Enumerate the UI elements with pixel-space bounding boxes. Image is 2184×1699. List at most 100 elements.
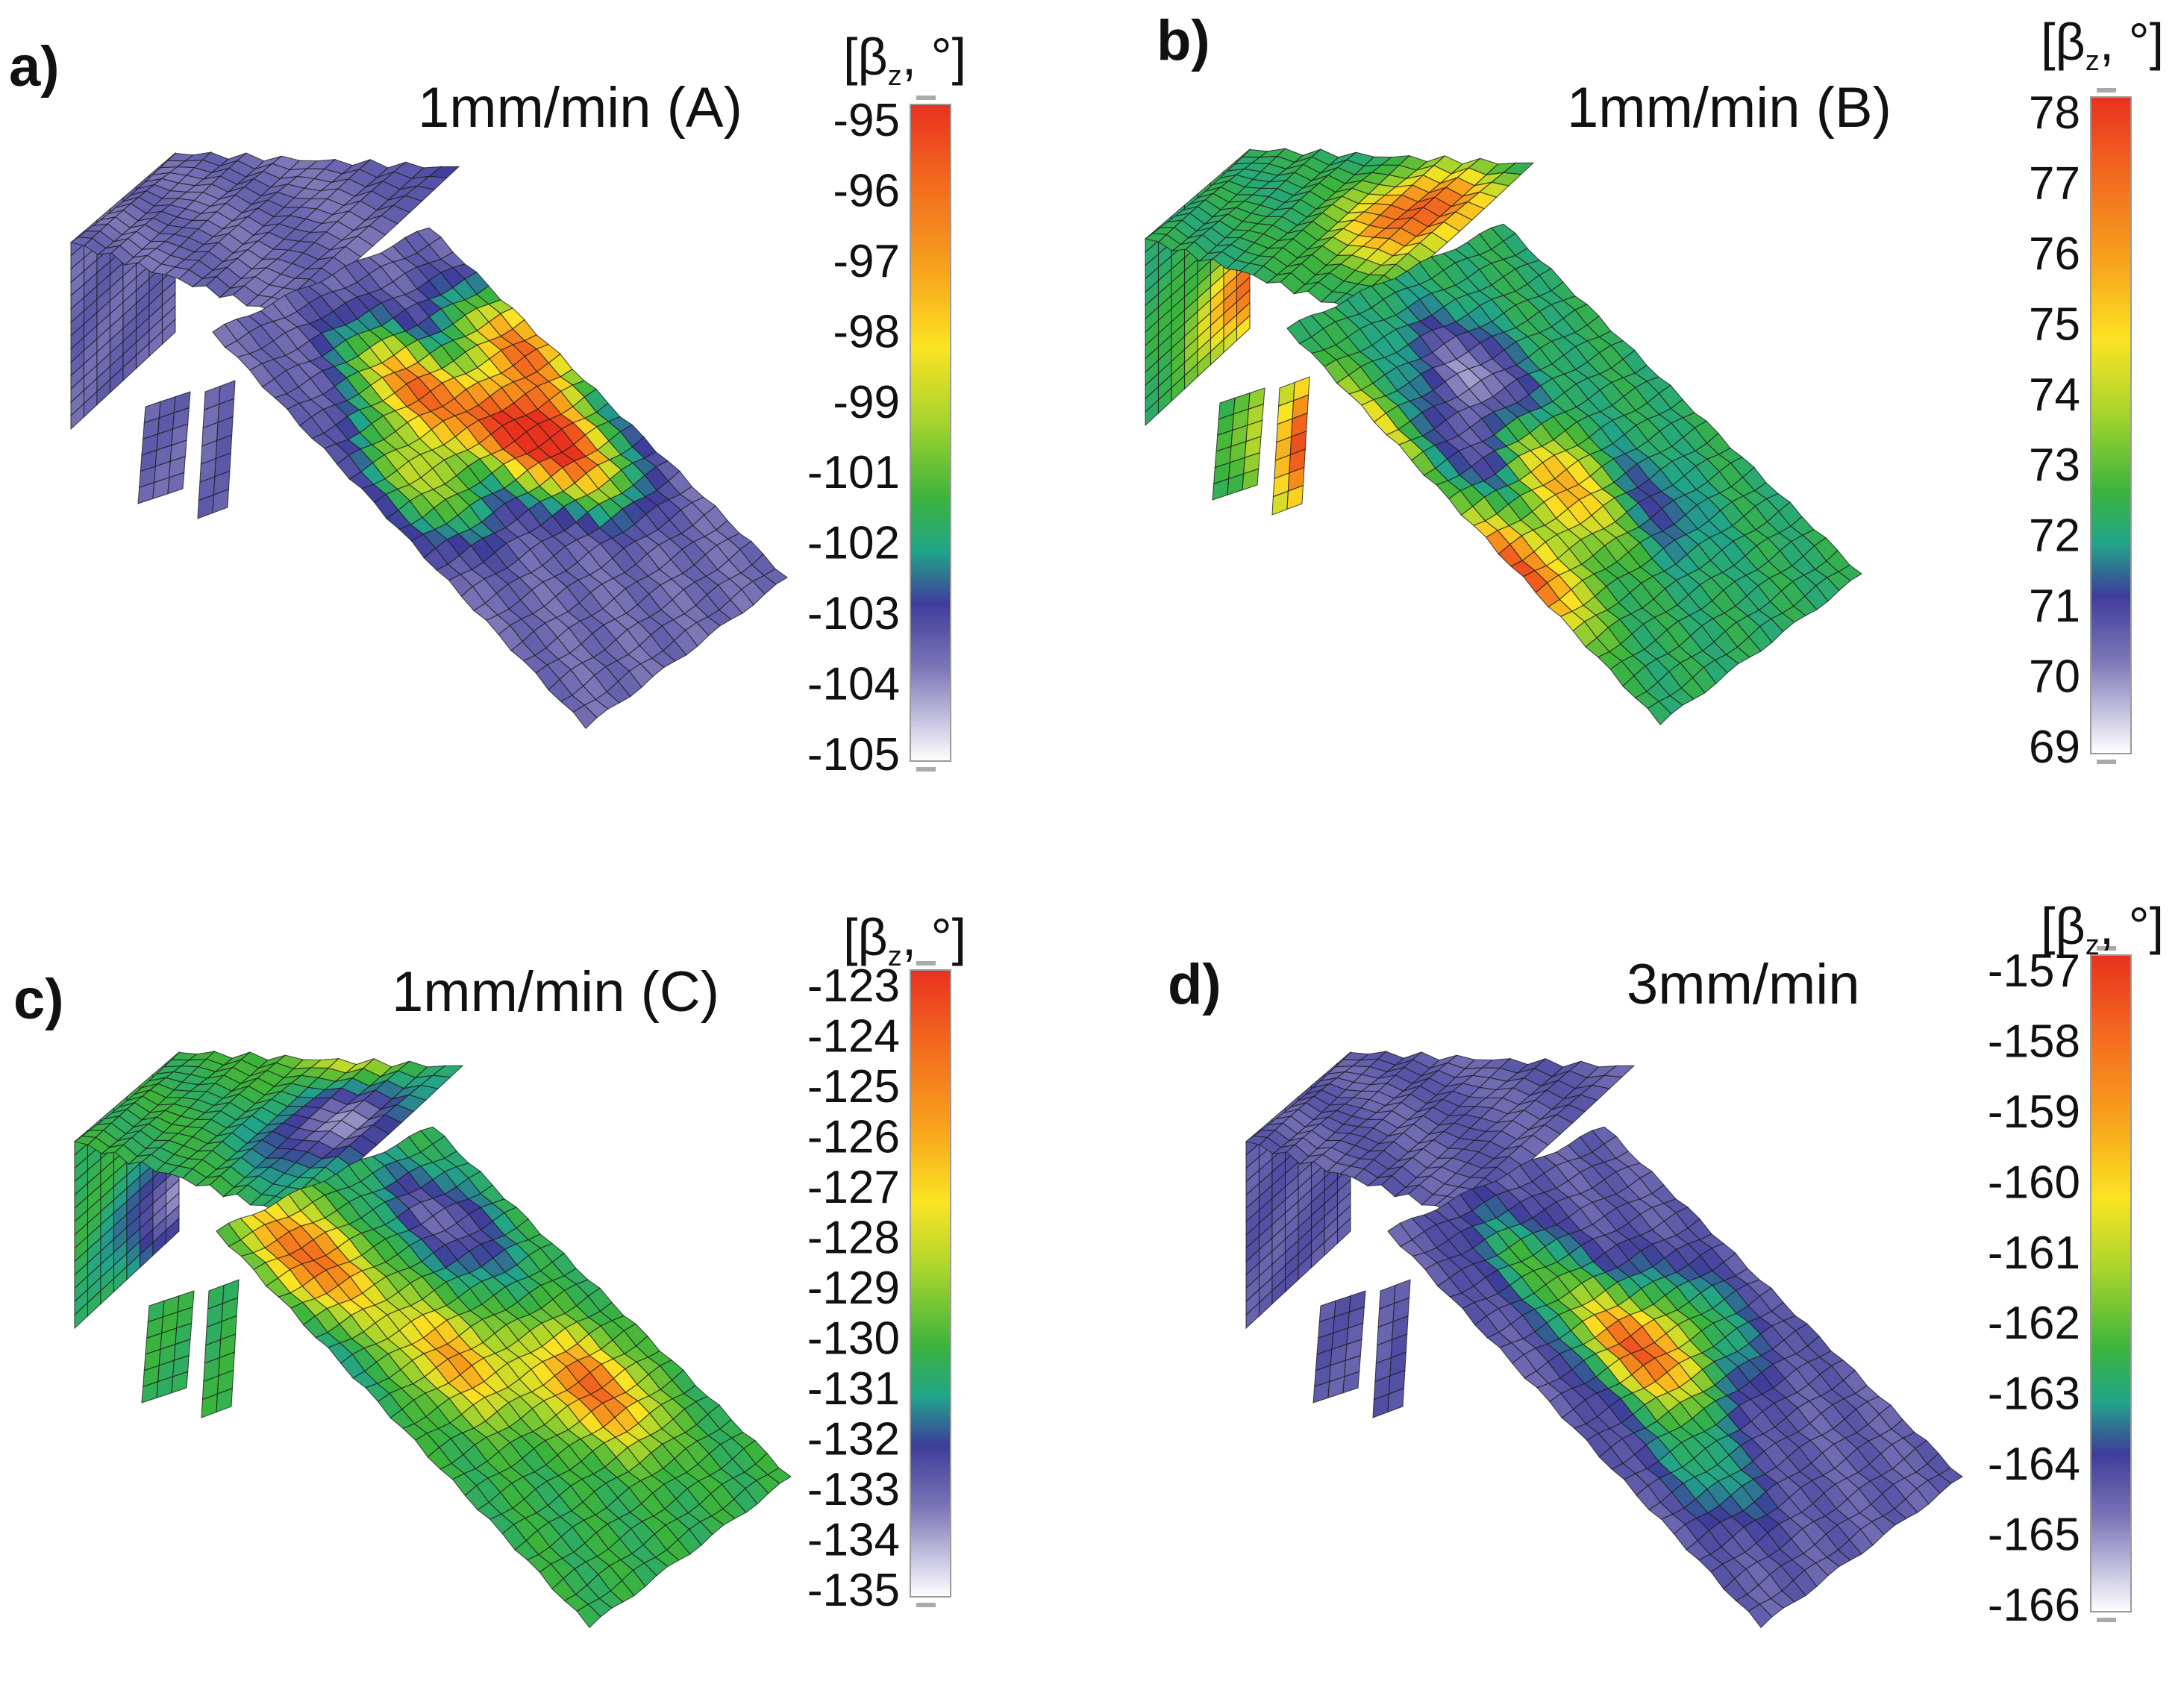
panel-title: 1mm/min (A): [418, 76, 742, 140]
colorbar-tick-label: -163: [1988, 1368, 2080, 1420]
colorbar-title-open: [β: [2041, 897, 2086, 955]
surface-cell: [763, 568, 788, 585]
colorbar-tick-label: -103: [807, 588, 900, 639]
colorbar-tick-label: -128: [807, 1213, 900, 1264]
colorbar-title-subscript: z: [888, 60, 902, 92]
panel-label: d): [1168, 953, 1221, 1016]
colorbar-title-subscript: z: [2086, 930, 2100, 961]
surface-cell: [1603, 1065, 1636, 1078]
colorbar-tick-label: 73: [2029, 439, 2080, 491]
colorbar-gradient: [910, 104, 951, 762]
colorbar-tick-label: -131: [807, 1363, 900, 1415]
panel-title: 3mm/min: [1627, 953, 1859, 1016]
colorbar-tick-label: -159: [1988, 1086, 2080, 1138]
colorbar-bottom-handle: [916, 1603, 936, 1607]
colorbar-tick-label: -157: [1988, 945, 2080, 997]
colorbar-tick-label: -165: [1988, 1509, 2080, 1561]
panel-c: c) 1mm/min (C) -123-124-125-126-127-128-…: [13, 908, 966, 1629]
colorbar-title-close: , °]: [2100, 897, 2164, 955]
colorbar-title-open: [β: [843, 908, 888, 966]
colorbar: -95 -96 -97 -98 -99 -101 -102 -103 -104 -105: [807, 95, 951, 780]
colorbar: 78 77 76 75 74 73 72 71 70 69: [2029, 87, 2132, 773]
panel-label: b): [1157, 9, 1210, 72]
colorbar-tick-label: 74: [2029, 369, 2080, 421]
colorbar-tick-label: 72: [2029, 510, 2080, 562]
colorbar-top-handle: [916, 961, 936, 966]
colorbar-tick-label: -127: [807, 1162, 900, 1213]
colorbar-title: [βz, °]: [843, 28, 966, 92]
colorbar-tick-label: -126: [807, 1112, 900, 1163]
colorbar: -157 -158 -159 -160 -161 -162 -163 -164 -165 -166: [1988, 945, 2132, 1631]
surface-plot: [1245, 1051, 1963, 1629]
surface-plot: [73, 1051, 792, 1629]
colorbar-tick-label: -102: [807, 518, 900, 569]
colorbar-tick-label: -160: [1988, 1157, 2080, 1208]
colorbar-tick-label: -125: [807, 1061, 900, 1113]
colorbar-title-close: , °]: [902, 908, 966, 966]
surface-cell: [1236, 314, 1251, 342]
colorbar-tick-label: -98: [833, 306, 900, 357]
colorbar-tick-label: -161: [1988, 1227, 2080, 1279]
colorbar-tick-label: -164: [1988, 1439, 2080, 1490]
colorbar-tick-label: -158: [1988, 1016, 2080, 1067]
surface-cell: [1336, 1217, 1351, 1245]
surface-cell: [161, 318, 176, 345]
surface-cell: [1939, 1467, 1963, 1484]
colorbar-title-subscript: z: [2086, 46, 2100, 77]
colorbar-tick-label: -166: [1988, 1580, 2080, 1631]
colorbar-tick-label: -129: [807, 1262, 900, 1314]
colorbar-tick-label: -135: [807, 1565, 900, 1616]
panel-d: d) 3mm/min -157-158-159-160-161-162-163-…: [1168, 897, 2164, 1631]
panel-label: c): [13, 968, 64, 1031]
surface-cell: [216, 1387, 233, 1413]
colorbar-top-handle: [2097, 88, 2116, 93]
surface-cell: [431, 1065, 464, 1078]
surface-cell: [167, 472, 185, 495]
surface-cell: [1286, 484, 1304, 510]
colorbar: -123-124-125-126-127-128-129-130-131-132…: [807, 960, 951, 1616]
colorbar-gradient: [2090, 96, 2132, 754]
colorbar-tick-label: -162: [1988, 1298, 2080, 1349]
surface-cell: [171, 1371, 189, 1394]
surface-cell: [1242, 468, 1260, 491]
surface-cell: [212, 488, 229, 514]
surface-cell: [428, 166, 460, 179]
colorbar-tick-label: -99: [833, 377, 900, 428]
surface-cell: [165, 1217, 180, 1245]
colorbar-tick-label: 71: [2029, 581, 2080, 632]
panel-a: a) 1mm/min (A) -95 -96 -97 -98 -99 -101 -102 -1…: [9, 28, 966, 780]
panel-label: a): [9, 35, 60, 98]
colorbar-tick-label: -95: [833, 95, 900, 146]
colorbar-top-handle: [916, 96, 936, 100]
colorbar-gradient: [910, 969, 951, 1598]
panel-b: b) 1mm/min (B) 78 77 76 75 74 73 72 71 70 69 [βz,…: [1144, 9, 2164, 773]
colorbar-tick-label: 75: [2029, 298, 2080, 350]
colorbar-tick-label: -96: [833, 165, 900, 216]
colorbar-tick-label: -134: [807, 1515, 900, 1566]
colorbar-tick-label: -133: [807, 1464, 900, 1515]
colorbar-tick-label: -101: [807, 447, 900, 498]
panel-title: 1mm/min (B): [1567, 76, 1892, 140]
colorbar-top-handle: [2097, 946, 2116, 951]
panel-title: 1mm/min (C): [392, 960, 719, 1024]
colorbar-tick-label: -97: [833, 236, 900, 287]
surface-cell: [1502, 162, 1535, 175]
surface-plot: [1144, 148, 1862, 726]
colorbar-tick-label: 76: [2029, 228, 2080, 280]
colorbar-tick-label: 77: [2029, 157, 2080, 209]
colorbar-title-open: [β: [2041, 13, 2086, 71]
colorbar-tick-label: 70: [2029, 651, 2080, 703]
colorbar-title-subscript: z: [888, 941, 902, 972]
colorbar-bottom-handle: [916, 767, 936, 772]
surface-cell: [1838, 564, 1862, 581]
colorbar-tick-label: -132: [807, 1414, 900, 1465]
colorbar-gradient: [2090, 954, 2132, 1612]
colorbar-tick-label: -130: [807, 1313, 900, 1365]
surface-cell: [1342, 1371, 1360, 1394]
colorbar-tick-label: -105: [807, 729, 900, 780]
surface-cell: [1387, 1387, 1404, 1413]
colorbar-title: [βz, °]: [843, 908, 966, 972]
colorbar-title: [βz, °]: [2041, 897, 2164, 961]
colorbar-title-close: , °]: [2100, 13, 2164, 71]
